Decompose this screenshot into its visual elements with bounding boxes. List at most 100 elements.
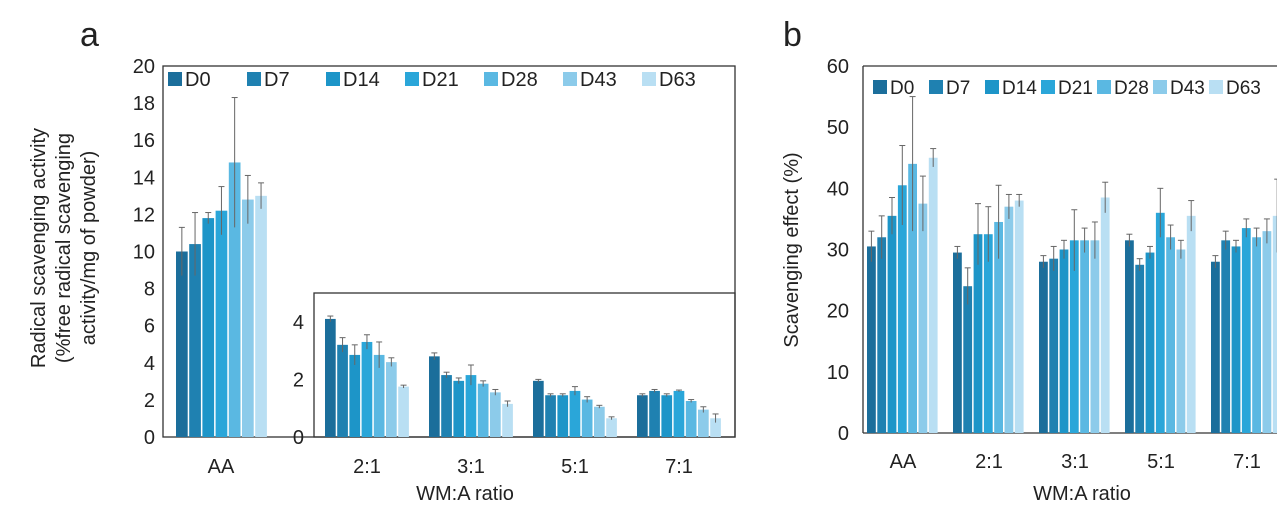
- panel-b-y-tick-label: 20: [827, 301, 849, 323]
- panel-a-inset-bar-D0-3:1: [429, 356, 440, 437]
- panel-b-bar-D21-2:1: [983, 234, 993, 433]
- panel-b-bar-D63-AA: [928, 157, 938, 433]
- panel-b-bar-D43-5:1: [1176, 249, 1186, 433]
- panel-a-inset-bar-D21-2:1: [361, 341, 373, 437]
- panel-a-legend-swatch-D28: [484, 72, 498, 86]
- panel-a-inset-frame: [313, 292, 736, 438]
- panel-a-legend-swatch-D14: [326, 72, 340, 86]
- panel-a-legend-swatch-D7: [247, 72, 261, 86]
- panel-label-a: a: [80, 16, 99, 54]
- panel-a-inset-bar-D21-7:1: [673, 390, 685, 437]
- panel-b-bar-D43-2:1: [1004, 206, 1014, 433]
- panel-a-inset-bar-D7-3:1: [441, 375, 452, 437]
- panel-b-y-axis-label: Scavenging effect (%): [781, 152, 803, 347]
- panel-b-bar-D7-2:1: [963, 286, 973, 433]
- panel-b-bar-D43-7:1: [1262, 231, 1272, 433]
- panel-b-bar-D21-AA: [897, 185, 907, 433]
- panel-b-legend-label-D63: D63: [1226, 78, 1261, 99]
- panel-a-legend-label-D28: D28: [501, 69, 538, 91]
- panel-b-bar-D21-3:1: [1069, 240, 1079, 433]
- panel-a-x-axis-label: WM:A ratio: [416, 483, 514, 505]
- panel-a-y-tick-label: 18: [133, 93, 155, 115]
- panel-a-legend-label-D21: D21: [422, 69, 459, 91]
- panel-a-legend-swatch-D43: [563, 72, 577, 86]
- panel-b-bar-D28-7:1: [1252, 237, 1261, 433]
- panel-a-inset-x-tick-label: 2:1: [353, 456, 381, 478]
- panel-a-bar-D7-AA: [189, 244, 201, 437]
- panel-b-bar-D63-5:1: [1186, 215, 1196, 433]
- panel-b-legend-swatch-D28: [1097, 80, 1111, 94]
- panel-b-bar-D14-5:1: [1145, 252, 1155, 433]
- panel-b-bar-D14-7:1: [1231, 246, 1241, 433]
- panel-a-legend-swatch-D0: [168, 72, 182, 86]
- panel-a-inset-x-tick-label: 5:1: [561, 456, 589, 478]
- panel-a-inset-bar-D14-3:1: [453, 380, 465, 437]
- panel-a-inset-bar-D14-7:1: [661, 395, 673, 437]
- panel-a-legend-swatch-D21: [405, 72, 419, 86]
- panel-b-bar-D28-AA: [908, 163, 917, 433]
- panel-b-legend-label-D28: D28: [1114, 78, 1149, 99]
- panel-a-legend-label-D43: D43: [580, 69, 617, 91]
- panel-a-y-tick-label: 2: [144, 390, 155, 412]
- panel-a-inset-bar-D0-7:1: [637, 395, 648, 437]
- panel-a-inset-bar-D14-5:1: [557, 395, 569, 437]
- panel-b-y-tick-label: 30: [827, 240, 849, 262]
- panel-a-inset-bar-D43-3:1: [490, 392, 501, 437]
- panel-a-legend-label-D7: D7: [264, 69, 290, 91]
- panel-a-bar-D63-AA: [255, 195, 267, 437]
- panel-b-legend-swatch-D14: [985, 80, 999, 94]
- panel-b-bar-D63-2:1: [1014, 200, 1024, 433]
- panel-a-y-tick-label: 6: [144, 316, 155, 338]
- panel-a-x-tick-label: AA: [208, 456, 235, 478]
- panel-a-plot: 0 2 4 6 8 10 12 14 16 18 20 AA D0 D7 D14 D21 D28 D43 D63 0 2…: [133, 56, 736, 478]
- panel-a-legend-label-D0: D0: [185, 69, 211, 91]
- panel-b-x-tick-label: AA: [890, 451, 917, 473]
- panel-a-y-tick-label: 20: [133, 56, 155, 78]
- panel-b-legend-swatch-D21: [1041, 80, 1055, 94]
- panel-a-legend-swatch-D63: [642, 72, 656, 86]
- panel-b-legend-swatch-D7: [929, 80, 943, 94]
- panel-a-inset-x-tick-label: 3:1: [457, 456, 485, 478]
- panel-a-inset-bar-D7-7:1: [649, 390, 660, 437]
- panel-b-y-tick-label: 60: [827, 56, 849, 78]
- panel-a-y-tick-label: 12: [133, 204, 155, 226]
- panel-a-legend-label-D63: D63: [659, 69, 696, 91]
- panel-b-legend-label-D21: D21: [1058, 78, 1093, 99]
- panel-b-legend-swatch-D43: [1153, 80, 1167, 94]
- panel-a-inset-bar-D28-7:1: [685, 401, 697, 437]
- panel-a-inset-bar-D43-7:1: [698, 409, 709, 437]
- panel-a-y-tick-label: 10: [133, 242, 155, 264]
- panel-a-y-tick-label: 16: [133, 130, 155, 152]
- panel-b-y-tick-label: 50: [827, 117, 849, 139]
- panel-a-bar-D14-AA: [202, 218, 215, 437]
- panel-a-y-tick-label: 0: [144, 427, 155, 449]
- panel-a-y-axis-label-line-3: activity/mg of powder): [78, 151, 100, 346]
- panel-a-inset-bar-D63-5:1: [606, 418, 617, 437]
- panel-b-bar-D7-7:1: [1221, 240, 1231, 433]
- panel-a-inset-bar-D63-3:1: [502, 403, 513, 437]
- panel-b-legend-label-D43: D43: [1170, 78, 1205, 99]
- panel-b-legend-label-D7: D7: [946, 78, 970, 99]
- panel-a-inset-bar-D14-2:1: [349, 354, 361, 437]
- panel-b-bar-D0-2:1: [953, 252, 962, 433]
- panel-b-x-tick-label: 3:1: [1061, 451, 1089, 473]
- panel-a-inset-bar-D63-7:1: [710, 418, 721, 437]
- panel-a-inset-x-tick-label: 7:1: [665, 456, 693, 478]
- panel-b-bar-D63-7:1: [1272, 215, 1277, 433]
- panel-b-legend-label-D0: D0: [890, 78, 914, 99]
- panel-b-bar-D43-AA: [918, 203, 928, 433]
- panel-b-y-tick-label: 10: [827, 362, 849, 384]
- panel-b-bar-D7-3:1: [1049, 258, 1059, 433]
- panel-a-inset-bar-D28-3:1: [477, 383, 489, 437]
- panel-a-inset-y-tick-label: 0: [293, 427, 304, 449]
- panel-b-x-tick-label: 2:1: [975, 451, 1003, 473]
- panel-b-bar-D63-3:1: [1100, 197, 1110, 433]
- panel-b-bar-D28-5:1: [1166, 237, 1175, 433]
- panel-b-bar-D7-5:1: [1135, 264, 1145, 433]
- panel-b-legend-label-D14: D14: [1002, 78, 1037, 99]
- panel-a-inset-bar-D0-2:1: [325, 318, 336, 437]
- panel-label-b: b: [783, 16, 802, 54]
- panel-a-inset-bar-D43-5:1: [594, 406, 605, 437]
- panel-b-plot: 0 10 20 30 40 50 60 AA 2:1 3:1 5:1 7:1 D0 D7 D14 D21 D28…: [827, 56, 1277, 473]
- panel-a-y-axis-label-line-2: (%free radical scavenging: [53, 133, 75, 363]
